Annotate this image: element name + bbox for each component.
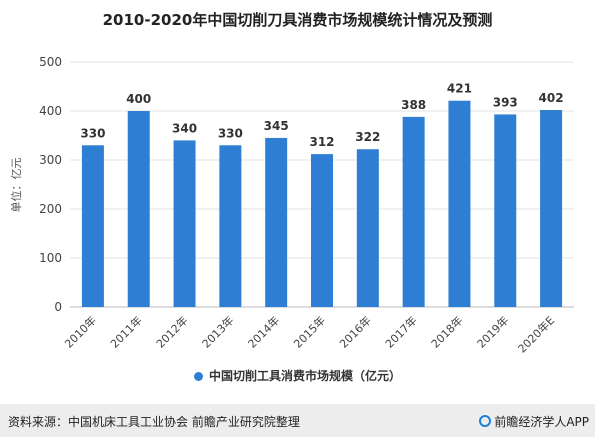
x-tick-label: 2010年 (62, 313, 99, 350)
brand-name: 前瞻经济学人APP (494, 415, 589, 429)
brand: 前瞻经济学人APP (479, 413, 589, 430)
x-tick-label: 2018年 (428, 313, 465, 350)
x-tick-label: 2019年 (474, 313, 511, 350)
x-tick-label: 2013年 (199, 313, 236, 350)
bar (311, 154, 333, 307)
y-tick-label: 200 (39, 202, 62, 216)
data-label: 330 (80, 126, 105, 140)
y-tick-label: 0 (54, 300, 62, 314)
x-tick-label: 2015年 (291, 313, 328, 350)
bar (356, 149, 379, 307)
x-tick-label: 2014年 (245, 313, 282, 350)
y-tick-label: 500 (39, 55, 62, 69)
bar (448, 100, 471, 308)
data-label: 312 (309, 135, 334, 149)
brand-logo-icon (479, 415, 492, 427)
y-axis-label: 单位：亿元 (9, 158, 23, 213)
data-label: 402 (539, 91, 564, 105)
chart-title: 2010-2020年中国切削刀具消费市场规模统计情况及预测 (102, 11, 493, 29)
x-axis-ticks: 2010年 2011年 2012年 2013年 2014年 2015年 2016年 2017年… (62, 313, 558, 355)
data-label: 345 (264, 119, 289, 133)
y-axis-ticks: 0 100 200 300 400 500 (39, 55, 62, 314)
legend-marker (193, 372, 203, 381)
legend: 中国切削工具消费市场规模（亿元） (0, 367, 595, 384)
x-tick-label: 2017年 (382, 313, 419, 350)
bar (127, 111, 150, 307)
x-tick-label: 2012年 (153, 313, 190, 350)
data-label: 330 (218, 126, 243, 140)
legend-label: 中国切削工具消费市场规模（亿元） (208, 369, 401, 383)
source-note: 资料来源：中国机床工具工业协会 前瞻产业研究院整理 (8, 415, 300, 429)
bar (81, 145, 104, 307)
data-label: 421 (447, 82, 472, 96)
bar (173, 140, 196, 307)
y-tick-label: 400 (39, 104, 62, 118)
footer: 资料来源：中国机床工具工业协会 前瞻产业研究院整理 前瞻经济学人APP (0, 404, 595, 437)
x-tick-label: 2016年 (336, 313, 373, 350)
data-labels: 330 400 340 330 345 312 322 388 421 393 402 (80, 82, 563, 149)
data-label: 388 (401, 98, 426, 112)
data-label: 340 (172, 121, 197, 135)
bar (540, 110, 563, 308)
x-tick-label: 2011年 (107, 313, 144, 350)
bar (219, 145, 242, 307)
x-tick-label: 2020年E (515, 313, 557, 355)
data-label: 322 (355, 130, 380, 144)
bar (402, 116, 425, 307)
y-tick-label: 100 (39, 251, 62, 265)
data-label: 400 (126, 92, 151, 106)
data-label: 393 (493, 95, 518, 109)
bar (494, 114, 517, 308)
bars (81, 100, 563, 308)
bar-chart: 0 100 200 300 400 500 单位：亿元 330 400 340 330 345 31… (9, 55, 574, 356)
bar (265, 137, 288, 307)
y-tick-label: 300 (39, 153, 62, 167)
